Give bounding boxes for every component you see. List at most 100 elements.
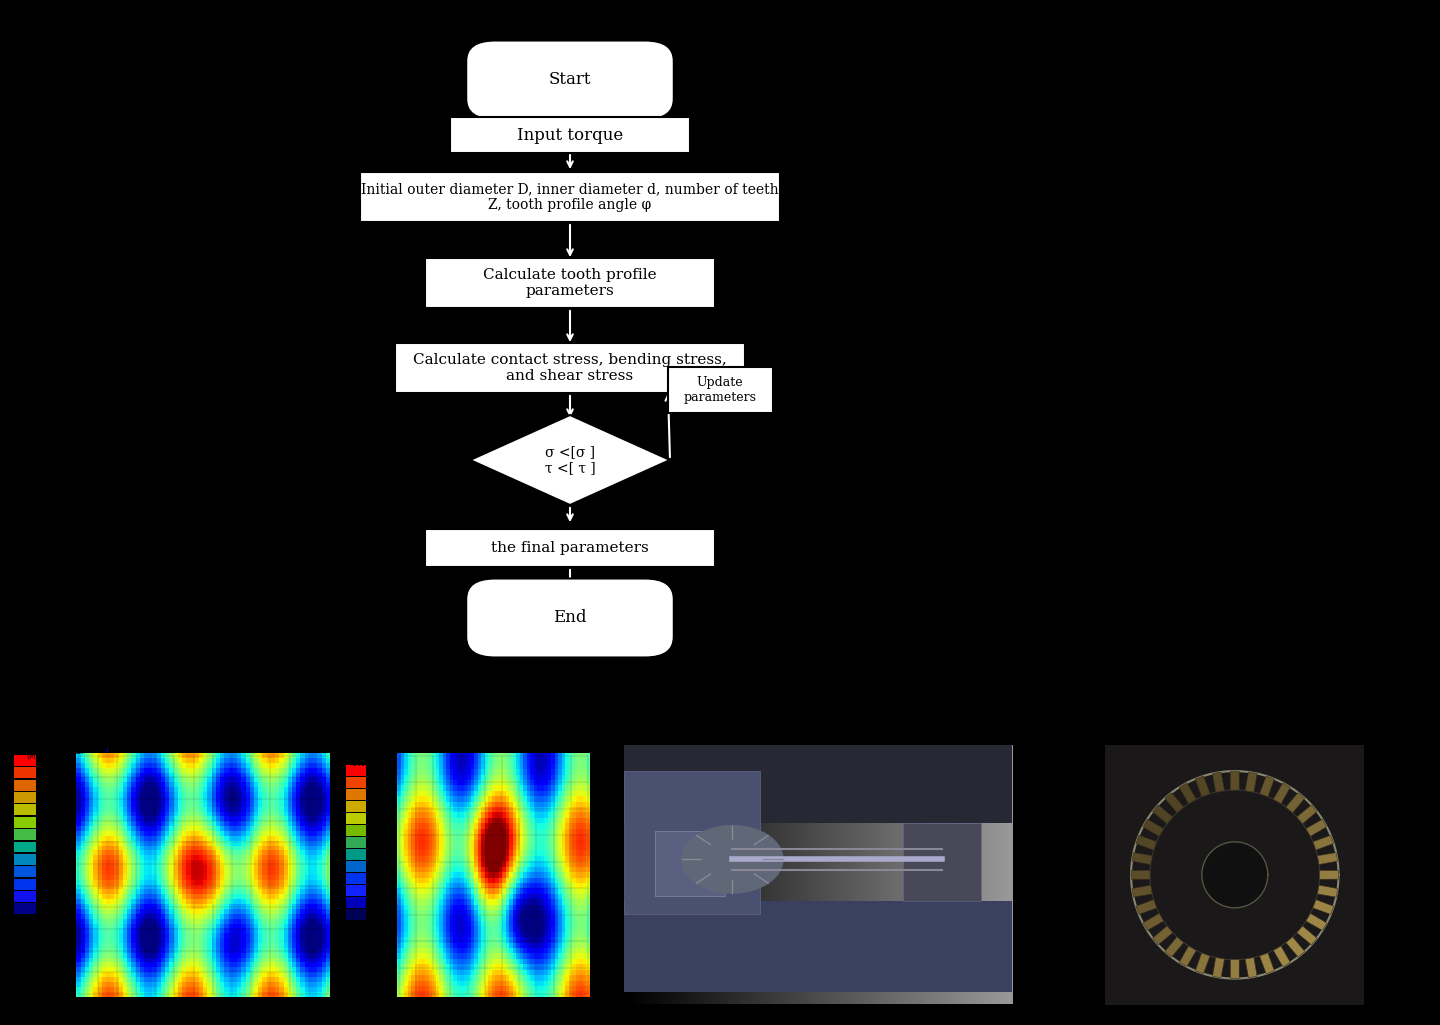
Polygon shape	[1179, 783, 1197, 804]
Polygon shape	[1260, 776, 1274, 796]
Bar	[14, 878, 36, 890]
Bar	[395, 343, 744, 393]
Bar	[14, 854, 36, 865]
Text: σ <[σ ]
τ <[ τ ]: σ <[σ ] τ <[ τ ]	[544, 445, 595, 476]
Text: End: End	[553, 610, 586, 626]
Bar	[14, 780, 36, 790]
Bar	[668, 368, 772, 412]
Bar	[14, 842, 36, 853]
Text: 90°/Z: 90°/Z	[19, 740, 46, 750]
Text: S, Pressure: S, Pressure	[346, 747, 393, 756]
Polygon shape	[1318, 886, 1338, 897]
Text: 265: 265	[43, 800, 58, 809]
Circle shape	[1122, 762, 1348, 988]
Bar	[346, 837, 366, 848]
Text: 216: 216	[372, 845, 386, 854]
Text: $\varphi$: $\varphi$	[19, 797, 29, 812]
Polygon shape	[1152, 805, 1172, 824]
Bar	[346, 766, 366, 776]
Polygon shape	[1286, 792, 1305, 813]
Text: -39: -39	[43, 874, 55, 883]
Polygon shape	[1179, 946, 1197, 967]
Polygon shape	[1143, 819, 1164, 836]
Text: Calculate contact stress, bending stress,
and shear stress: Calculate contact stress, bending stress…	[413, 353, 727, 383]
Bar	[903, 823, 981, 901]
Polygon shape	[1319, 870, 1339, 879]
Text: 74: 74	[372, 869, 382, 877]
Text: the final parameters: the final parameters	[491, 541, 649, 555]
Text: -140: -140	[43, 899, 60, 908]
Bar	[655, 830, 724, 896]
Polygon shape	[1313, 835, 1333, 850]
Polygon shape	[1143, 913, 1164, 931]
Text: 145: 145	[372, 857, 386, 866]
Bar	[14, 891, 36, 902]
Bar	[360, 172, 780, 222]
Text: 62: 62	[43, 850, 52, 858]
Text: 640(MPa): 640(MPa)	[351, 758, 387, 768]
Bar	[624, 771, 760, 913]
Text: -191: -191	[43, 911, 60, 920]
Text: 287: 287	[372, 833, 386, 842]
Text: $\alpha$: $\alpha$	[124, 937, 134, 950]
Bar	[346, 909, 366, 919]
Bar	[346, 789, 366, 801]
Text: -138: -138	[372, 905, 389, 913]
Text: (平均: 75%): (平均: 75%)	[346, 752, 383, 762]
Text: Update
parameters: Update parameters	[684, 376, 756, 404]
Bar	[14, 805, 36, 816]
Bar	[346, 825, 366, 836]
Polygon shape	[1212, 772, 1224, 792]
Bar	[14, 866, 36, 877]
Bar	[14, 768, 36, 778]
Circle shape	[1202, 842, 1267, 908]
Bar	[346, 897, 366, 908]
Bar	[14, 792, 36, 803]
Polygon shape	[1318, 853, 1338, 864]
Text: 214: 214	[43, 812, 58, 821]
Polygon shape	[1273, 946, 1290, 967]
Text: -209: -209	[372, 916, 389, 926]
Text: 12: 12	[43, 862, 52, 870]
Polygon shape	[1246, 957, 1257, 978]
FancyBboxPatch shape	[467, 578, 674, 657]
Polygon shape	[1195, 776, 1210, 796]
Text: Initial outer diameter D, inner diameter d, number of teeth
Z, tooth profile ang: Initial outer diameter D, inner diameter…	[361, 181, 779, 212]
Text: 357: 357	[372, 821, 386, 830]
Text: y: y	[59, 946, 65, 956]
Polygon shape	[1297, 926, 1318, 945]
Text: S, Max. Principal: S, Max. Principal	[14, 747, 84, 756]
Text: $r_1/\sin\frac{\varphi}{2}-r_1\sin\frac{\varphi}{2}$: $r_1/\sin\frac{\varphi}{2}-r_1\sin\frac{…	[950, 726, 1037, 746]
Text: 417: 417	[43, 763, 58, 772]
Polygon shape	[1306, 913, 1326, 931]
Bar	[425, 529, 716, 567]
Polygon shape	[1195, 953, 1210, 974]
Polygon shape	[1130, 870, 1151, 879]
Polygon shape	[1165, 937, 1184, 957]
Polygon shape	[1230, 771, 1240, 790]
Polygon shape	[1313, 900, 1333, 914]
Polygon shape	[1212, 957, 1224, 978]
Text: 366: 366	[43, 775, 58, 784]
Text: Input torque: Input torque	[517, 126, 624, 144]
Bar	[14, 755, 36, 766]
Text: Calculate tooth profile
parameters: Calculate tooth profile parameters	[484, 268, 657, 298]
Bar	[624, 745, 1012, 823]
Bar	[14, 903, 36, 914]
Text: 640: 640	[372, 773, 386, 782]
Polygon shape	[1246, 772, 1257, 792]
Text: hazardous section: hazardous section	[45, 716, 147, 727]
Polygon shape	[1306, 819, 1326, 836]
Text: $r_2/\sin\frac{\varphi}{2}-r_2\sin\frac{\varphi}{2}$: $r_2/\sin\frac{\varphi}{2}-r_2\sin\frac{…	[1175, 777, 1256, 795]
Text: (MPa): (MPa)	[26, 752, 49, 762]
Bar	[14, 829, 36, 840]
Text: 164: 164	[43, 824, 58, 833]
Polygon shape	[1132, 886, 1152, 897]
Bar	[14, 817, 36, 828]
Text: 113: 113	[43, 837, 58, 846]
Polygon shape	[1260, 953, 1274, 974]
Bar	[346, 849, 366, 860]
Polygon shape	[1165, 792, 1184, 813]
Bar	[346, 861, 366, 872]
Polygon shape	[1136, 900, 1156, 914]
